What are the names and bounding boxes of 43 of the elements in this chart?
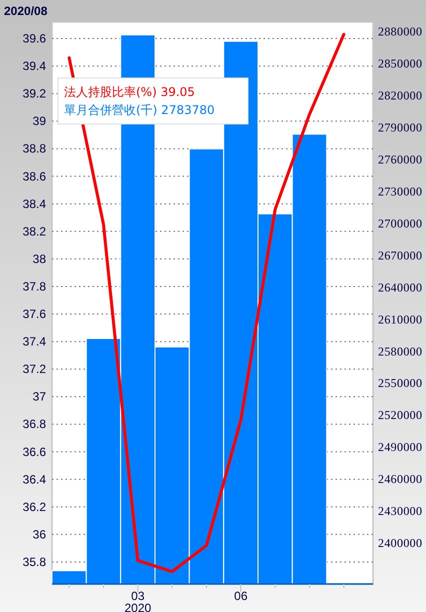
- y2-tick-label: 2760000: [378, 152, 422, 167]
- series-label: 法人持股比率(%) 39.05: [64, 85, 195, 99]
- y-tick-label: 39.2: [22, 86, 46, 101]
- y2-tick-label: 2490000: [378, 440, 422, 454]
- y-tick-label: 36.2: [22, 500, 46, 514]
- y-tick-label: 37.2: [22, 362, 46, 376]
- y-tick-label: 35.8: [22, 554, 46, 569]
- y2-tick-label: 2640000: [378, 280, 422, 294]
- y-tick-label: 38: [32, 252, 46, 266]
- y-tick-label: 36.8: [22, 417, 46, 432]
- x-tick-label: 06: [234, 589, 248, 603]
- y-tick-label: 38.2: [22, 224, 46, 238]
- y2-tick-label: 2880000: [378, 24, 422, 39]
- series-label: 單月合併營收(千) 2783780: [64, 103, 215, 117]
- chart-title: 2020/08: [4, 4, 48, 18]
- y2-tick-label: 2670000: [378, 248, 422, 262]
- y2-tick-label: 2580000: [378, 344, 422, 358]
- y2-tick-label: 2700000: [378, 216, 422, 230]
- y-tick-label: 36: [32, 527, 46, 542]
- y2-tick-label: 2850000: [378, 56, 422, 71]
- y-tick-label: 37: [32, 390, 46, 404]
- y2-tick-label: 2550000: [378, 376, 422, 390]
- y-tick-label: 37.8: [22, 279, 46, 294]
- y-tick-label: 38.6: [22, 169, 46, 184]
- y2-tick-label: 2460000: [378, 472, 422, 486]
- y-tick-label: 38.4: [22, 196, 46, 211]
- y2-tick-label: 2520000: [378, 408, 422, 422]
- y-tick-label: 39: [32, 114, 46, 128]
- y2-tick-label: 2400000: [378, 536, 422, 550]
- y-tick-label: 37.4: [22, 334, 46, 349]
- y-tick-label: 38.8: [22, 142, 46, 156]
- y-tick-label: 37.6: [22, 307, 46, 322]
- y-tick-label: 39.4: [22, 59, 46, 74]
- y2-tick-label: 2430000: [378, 504, 422, 518]
- y2-tick-label: 2790000: [378, 120, 422, 135]
- y-tick-label: 36.6: [22, 444, 46, 459]
- text: 2020: [124, 601, 152, 612]
- y-tick-label: 36.4: [22, 472, 46, 486]
- y2-tick-label: 2730000: [378, 184, 422, 198]
- y2-tick-label: 2820000: [378, 88, 422, 103]
- y-tick-label: 39.6: [22, 32, 46, 46]
- y2-tick-label: 2610000: [378, 312, 422, 326]
- x-tick-label: 03: [131, 589, 145, 603]
